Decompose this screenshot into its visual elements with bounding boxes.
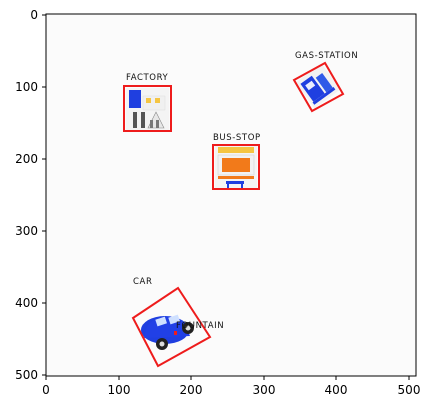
x-tick-label: 100 [108,383,131,397]
y-tick-label: 500 [15,368,38,382]
y-tick-label: 100 [15,80,38,94]
car-bounding-box [131,286,212,368]
x-tick-label: 200 [180,383,203,397]
y-tick-label: 0 [30,8,38,22]
x-tick-label: 300 [253,383,276,397]
y-tick-label: 200 [15,152,38,166]
gas-station-label: GAS-STATION [295,51,358,61]
x-tick-label: 0 [42,383,50,397]
y-tick-label: 300 [15,224,38,238]
x-tick-label: 500 [398,383,421,397]
gas-station-bounding-box [292,61,345,113]
factory-icon [126,88,169,131]
axes-frame [45,13,417,377]
bus-stop-label: BUS-STOP [213,133,261,143]
car-label: CAR [133,277,152,287]
y-axis: 0 100 200 300 400 500 [15,8,46,382]
gas-station-icon [295,63,341,109]
factory-bounding-box [123,85,172,132]
fountain-label: FOUNTAIN [176,321,224,331]
car-icon [141,314,194,350]
bus-stop-bounding-box [212,144,260,190]
y-tick-label: 400 [15,296,38,310]
x-tick-label: 400 [325,383,348,397]
bus-stop-icon [215,146,257,188]
image-area [46,14,416,376]
x-axis: 0 100 200 300 400 500 [42,376,420,397]
factory-label: FACTORY [126,73,169,83]
